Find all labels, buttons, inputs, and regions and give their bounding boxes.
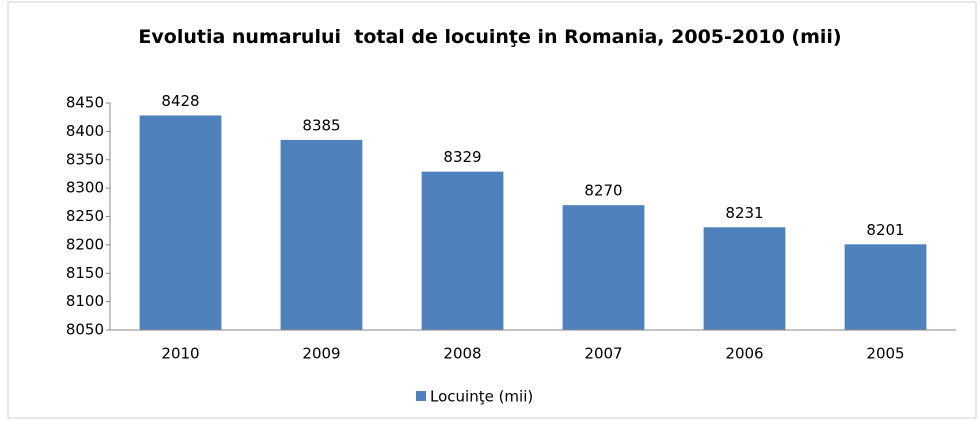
value-label: 8385 xyxy=(302,116,340,134)
bar xyxy=(562,205,645,330)
x-tick-label: 2009 xyxy=(302,345,340,363)
y-tick-label: 8150 xyxy=(66,264,104,282)
x-tick-label: 2006 xyxy=(725,345,763,363)
chart-title: Evolutia numarului total de locuinţe in … xyxy=(138,26,842,48)
bar xyxy=(139,115,222,330)
chart-frame xyxy=(7,1,977,419)
legend-label: Locuinţe (mii) xyxy=(430,388,533,406)
bar xyxy=(421,171,504,330)
y-tick-label: 8250 xyxy=(66,207,104,225)
y-tick-label: 8450 xyxy=(66,94,104,112)
value-label: 8201 xyxy=(866,221,904,239)
value-label: 8231 xyxy=(725,204,763,222)
y-tick-label: 8400 xyxy=(66,122,104,140)
bar xyxy=(280,139,363,330)
value-label: 8428 xyxy=(161,92,199,110)
legend-swatch xyxy=(416,391,426,401)
y-tick-label: 8300 xyxy=(66,179,104,197)
y-tick-label: 8050 xyxy=(66,321,104,339)
y-tick-label: 8200 xyxy=(66,235,104,253)
y-tick-label: 8100 xyxy=(66,292,104,310)
x-tick-label: 2008 xyxy=(443,345,481,363)
x-tick-label: 2010 xyxy=(161,345,199,363)
bar xyxy=(844,244,927,330)
x-tick-label: 2005 xyxy=(866,345,904,363)
value-label: 8270 xyxy=(584,182,622,200)
value-label: 8329 xyxy=(443,148,481,166)
x-tick-label: 2007 xyxy=(584,345,622,363)
y-tick-label: 8350 xyxy=(66,150,104,168)
bar xyxy=(703,227,786,330)
